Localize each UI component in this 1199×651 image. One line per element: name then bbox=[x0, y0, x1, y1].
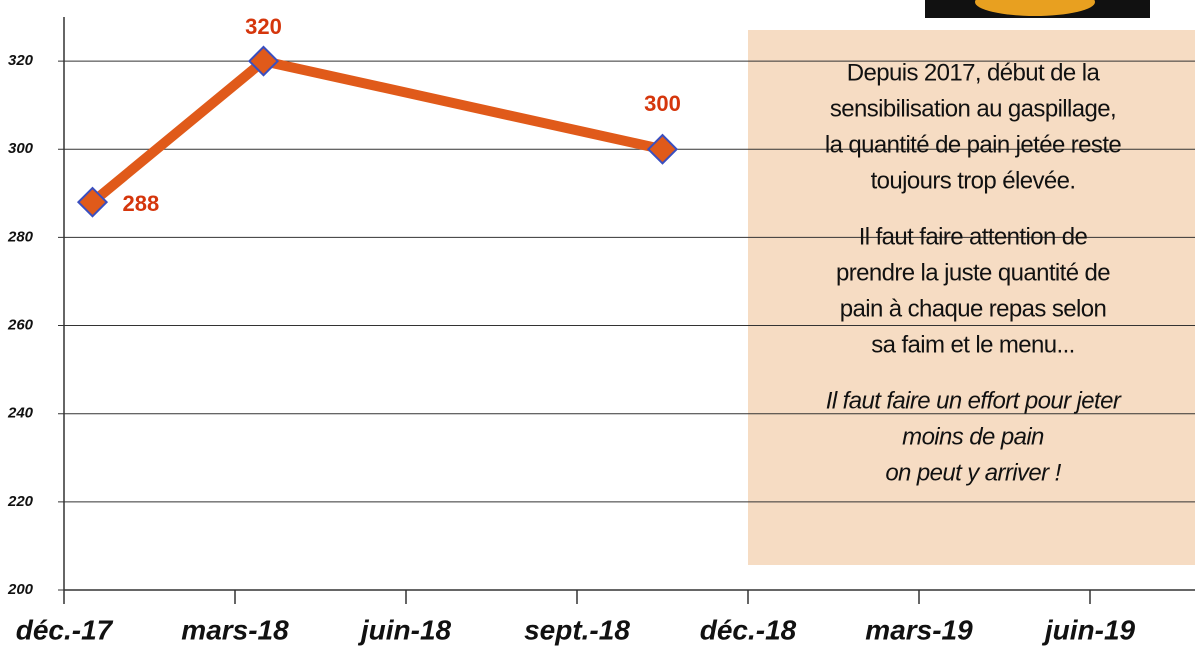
y-tick-label: 300 bbox=[8, 140, 34, 157]
y-tick-label: 220 bbox=[7, 493, 34, 510]
note-line: Il faut faire attention de bbox=[859, 223, 1088, 250]
y-tick-label: 240 bbox=[7, 405, 34, 422]
y-tick-label: 260 bbox=[7, 317, 34, 334]
line bbox=[93, 61, 663, 202]
note-line: Il faut faire un effort pour jeter bbox=[826, 387, 1122, 414]
note-line: pain à chaque repas selon bbox=[840, 295, 1107, 322]
note-line: Depuis 2017, début de la bbox=[847, 59, 1101, 86]
x-tick-label: mars-18 bbox=[181, 614, 289, 645]
x-tick-label: déc.-18 bbox=[700, 614, 797, 645]
note-line: toujours trop élevée. bbox=[871, 167, 1076, 194]
note-line: moins de pain bbox=[902, 423, 1044, 450]
x-tick-label: juin-19 bbox=[1041, 614, 1136, 645]
marker bbox=[648, 135, 676, 163]
note-line: sa faim et le menu... bbox=[871, 331, 1075, 358]
x-tick-label: sept.-18 bbox=[524, 614, 630, 645]
note-line: on peut y arriver ! bbox=[885, 459, 1061, 486]
data-label: 288 bbox=[123, 191, 160, 216]
data-label: 300 bbox=[644, 91, 681, 116]
note-line: sensibilisation au gaspillage, bbox=[830, 95, 1116, 122]
x-tick-label: mars-19 bbox=[865, 614, 973, 645]
note-line: la quantité de pain jetée reste bbox=[825, 131, 1122, 158]
y-tick-label: 200 bbox=[7, 581, 34, 598]
note-line: prendre la juste quantité de bbox=[836, 259, 1110, 286]
data-label: 320 bbox=[245, 14, 282, 39]
chart: 200 220 240 260 280 300 320 déc.-17 mars-18 juin-… bbox=[0, 0, 1199, 651]
x-tick-label: juin-18 bbox=[357, 614, 452, 645]
y-tick-label: 320 bbox=[8, 52, 34, 69]
x-tick-label: déc.-17 bbox=[16, 614, 114, 645]
y-tick-label: 280 bbox=[7, 228, 34, 245]
